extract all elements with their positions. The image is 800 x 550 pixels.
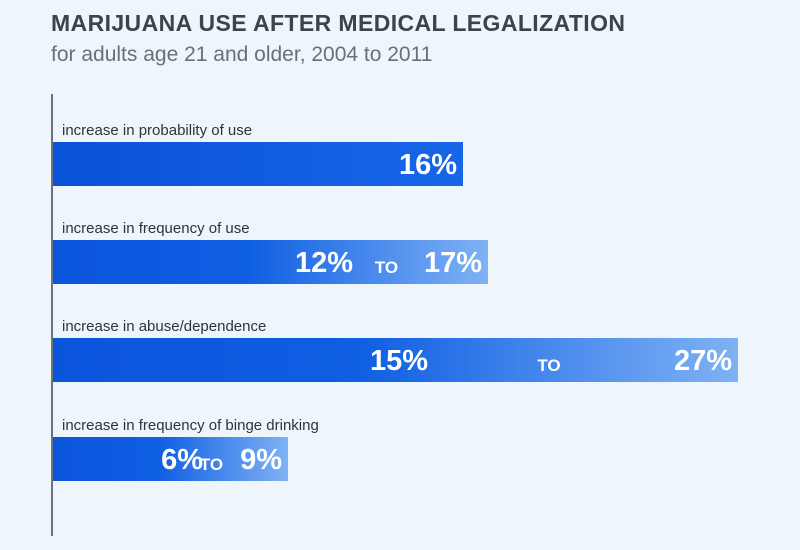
category-label: increase in probability of use bbox=[62, 122, 252, 139]
range-connector-label: TO bbox=[537, 356, 560, 375]
value-label-high: 17% bbox=[424, 247, 482, 279]
value-label-low: 12% bbox=[295, 247, 353, 279]
range-connector-label: TO bbox=[200, 455, 223, 474]
value-label: 16% bbox=[399, 149, 457, 181]
range-connector-label: TO bbox=[375, 258, 398, 277]
bar bbox=[53, 338, 738, 382]
value-label-low: 15% bbox=[370, 345, 428, 377]
bar bbox=[53, 240, 488, 284]
category-label: increase in frequency of binge drinking bbox=[62, 417, 319, 434]
value-label-high: 9% bbox=[240, 444, 282, 476]
chart-subtitle: for adults age 21 and older, 2004 to 201… bbox=[51, 43, 433, 66]
value-label-high: 27% bbox=[674, 345, 732, 377]
bar bbox=[53, 142, 463, 186]
chart-title: MARIJUANA USE AFTER MEDICAL LEGALIZATION bbox=[51, 10, 626, 36]
category-label: increase in abuse/dependence bbox=[62, 318, 266, 335]
value-label-low: 6% bbox=[161, 444, 203, 476]
category-label: increase in frequency of use bbox=[62, 220, 250, 237]
bar bbox=[53, 437, 288, 481]
